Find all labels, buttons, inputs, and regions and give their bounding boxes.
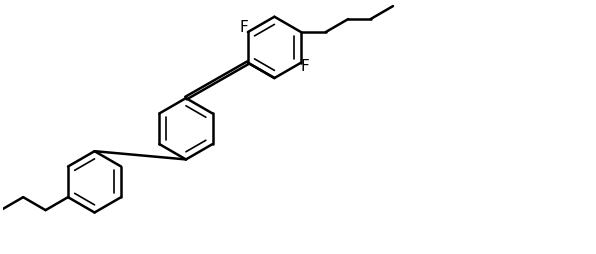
Text: F: F bbox=[240, 20, 248, 35]
Text: F: F bbox=[301, 59, 309, 74]
